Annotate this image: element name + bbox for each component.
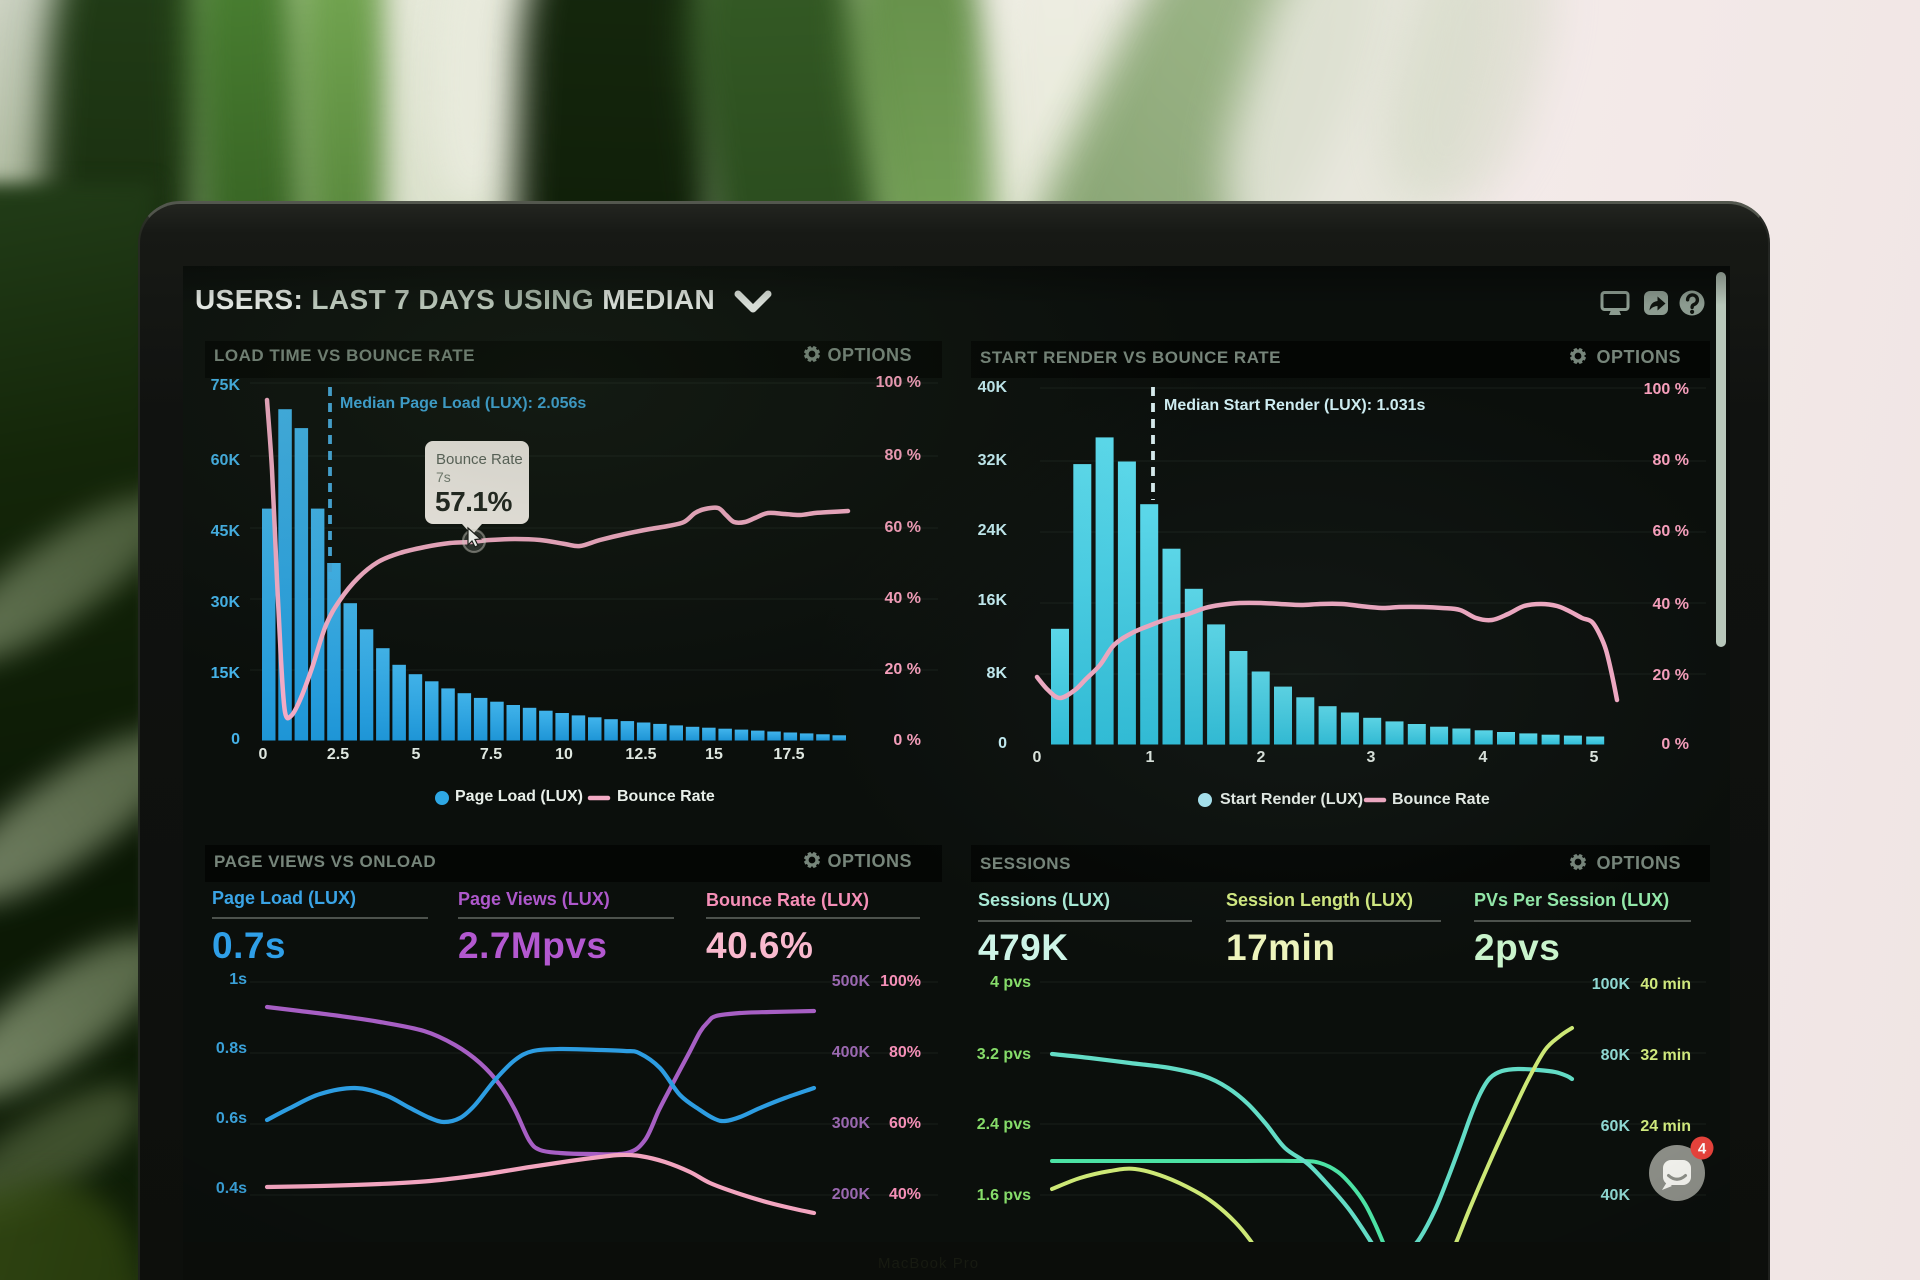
svg-text:4: 4 — [1698, 1141, 1707, 1158]
